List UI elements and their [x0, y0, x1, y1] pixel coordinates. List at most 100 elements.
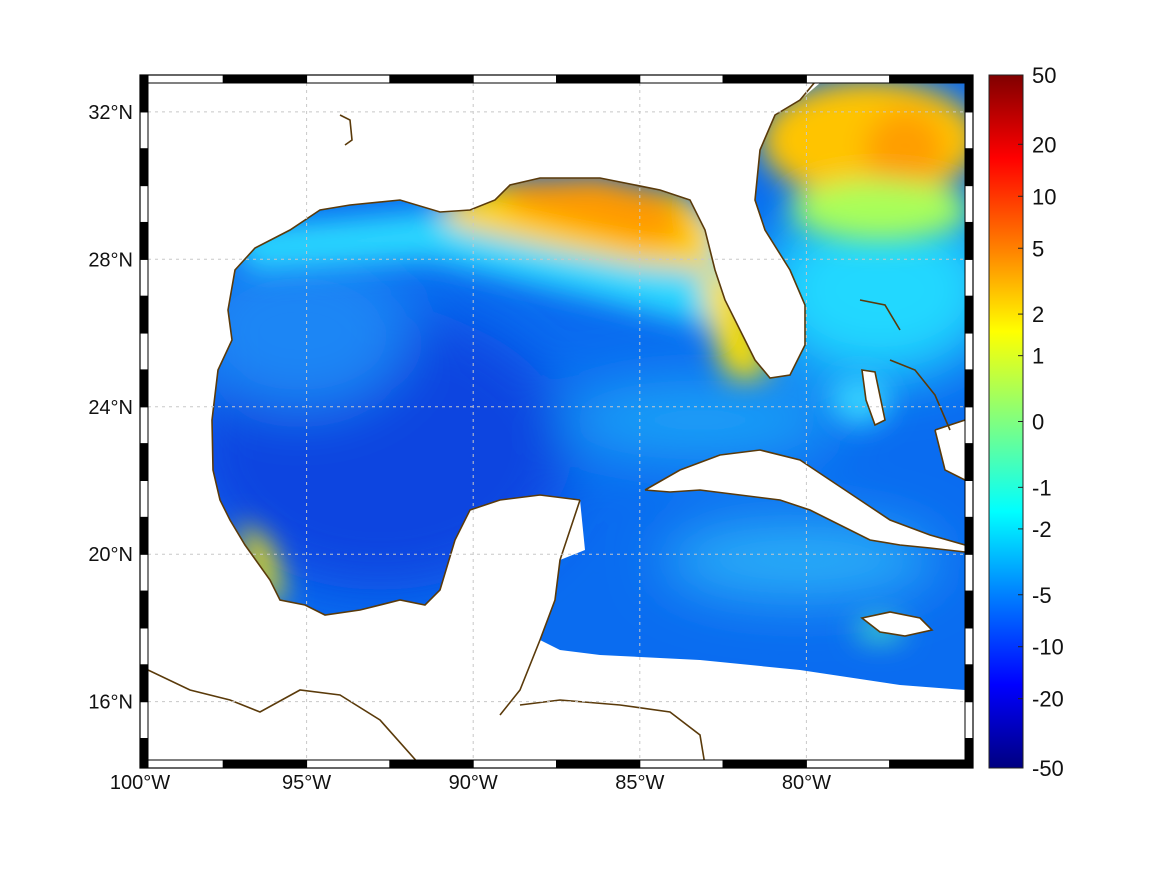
bahamas-coastline — [859, 299, 951, 431]
frame-right-seg-14 — [964, 221, 974, 260]
frame-bottom-seg-5 — [556, 759, 641, 769]
frame-right-seg-16 — [964, 148, 974, 187]
andros-coastline — [861, 369, 886, 427]
frame-top-seg-7 — [722, 74, 807, 84]
colorbar-tick-label-7: -1 — [1032, 475, 1052, 500]
frame-left-seg-12 — [139, 295, 149, 334]
frame-right-seg-15 — [964, 185, 974, 223]
lat-tick-label-1: 20°N — [88, 544, 133, 566]
colorbar-tick-label-11: -20 — [1032, 687, 1064, 712]
frame-right-seg-10 — [964, 369, 974, 408]
hispaniola-land — [935, 420, 965, 480]
lake-coastline — [339, 114, 353, 146]
land-masks — [148, 83, 965, 760]
colorbar-tick-label-12: -50 — [1032, 756, 1064, 781]
lon-tick-label-3: 85°W — [615, 772, 664, 794]
atlantic-north-core — [865, 110, 945, 190]
frame-bottom-seg-8 — [805, 759, 891, 769]
frame-right-seg-11 — [964, 332, 974, 371]
cuba-land — [645, 450, 965, 552]
lon-tick-label-1: 95°W — [282, 772, 331, 794]
frame-outline — [139, 74, 974, 769]
frame-right-seg-17 — [964, 111, 974, 150]
mexico-land — [148, 495, 965, 760]
frame-right-seg-6 — [964, 516, 974, 555]
frame-left-seg-9 — [139, 406, 149, 445]
map-frame — [139, 74, 974, 769]
frame-right-seg-7 — [964, 479, 974, 518]
frame-bottom-seg-2 — [306, 759, 391, 769]
frame-right-seg-2 — [964, 664, 974, 703]
honduras-coastline — [519, 699, 705, 760]
colorbar-tick-label-5: 1 — [1032, 344, 1044, 369]
frame-top-seg-6 — [639, 74, 724, 84]
frame-left-seg-15 — [139, 185, 149, 223]
frame-left-seg-10 — [139, 369, 149, 408]
frame-left-seg-1 — [139, 701, 149, 740]
frame-left-seg-5 — [139, 553, 149, 592]
colorbar-tick-label-4: 2 — [1032, 302, 1044, 327]
frame-left-seg-6 — [139, 516, 149, 555]
colorbar-tick-label-8: -2 — [1032, 517, 1052, 542]
frame-top-seg-5 — [556, 74, 641, 84]
frame-right-seg-9 — [964, 406, 974, 445]
frame-top-seg-3 — [389, 74, 474, 84]
frame-left-seg-17 — [139, 111, 149, 150]
colorbar-tick-label-9: -5 — [1032, 583, 1052, 608]
frame-bottom-seg-3 — [389, 759, 474, 769]
colorbar-tick-label-3: 5 — [1032, 236, 1044, 261]
yucatan-east-coastline — [499, 499, 581, 716]
cuba-coastline — [644, 449, 965, 553]
frame-left-seg-7 — [139, 479, 149, 518]
frame-left-seg-13 — [139, 258, 149, 297]
lon-tick-label-4: 80°W — [782, 772, 831, 794]
frame-right-seg-18 — [964, 74, 974, 113]
frame-right-seg-8 — [964, 443, 974, 481]
colorbar-tick-label-2: 10 — [1032, 184, 1056, 209]
lat-tick-label-0: 16°N — [88, 692, 133, 714]
frame-right-seg-12 — [964, 295, 974, 334]
atlantic-cyan — [760, 200, 965, 380]
jamaica-coastline — [860, 611, 934, 637]
lon-tick-label-0: 100°W — [110, 772, 170, 794]
frame-top-seg-1 — [222, 74, 308, 84]
lat-tick-label-4: 32°N — [88, 102, 133, 124]
frame-top-seg-8 — [805, 74, 891, 84]
northern-gulf-orange — [500, 176, 690, 245]
lon-tick-labels: 100°W 95°W 90°W 85°W 80°W — [110, 772, 831, 794]
frame-bottom-seg-9 — [889, 759, 974, 769]
frame-left-seg-11 — [139, 332, 149, 371]
frame-left-seg-0 — [139, 738, 149, 769]
frame-right-seg-1 — [964, 701, 974, 740]
frame-top-seg-4 — [472, 74, 558, 84]
frame-bottom-seg-0 — [139, 759, 224, 769]
deep-gulf-west — [190, 250, 410, 410]
frame-left-seg-14 — [139, 221, 149, 260]
mexico-coast-strip — [240, 520, 285, 600]
hispaniola-coastline — [934, 419, 965, 481]
frame-left-seg-3 — [139, 627, 149, 666]
frame-left-seg-16 — [139, 148, 149, 187]
central-america-coastline — [148, 669, 417, 760]
frame-bottom-seg-1 — [222, 759, 308, 769]
straits-band — [560, 380, 840, 460]
frame-right-seg-0 — [964, 738, 974, 769]
frame-top-seg-9 — [889, 74, 974, 84]
us-land — [148, 83, 820, 520]
andros-land — [862, 370, 885, 425]
colorbar-tick-label-6: 0 — [1032, 410, 1044, 435]
frame-left-seg-8 — [139, 443, 149, 481]
colorbar-tick-label-0: 50 — [1032, 63, 1056, 88]
us-coastline — [211, 83, 816, 616]
frame-bottom-seg-6 — [639, 759, 724, 769]
atlantic-yellow-band — [790, 180, 965, 240]
coastlines — [148, 83, 965, 760]
ocean-field — [148, 83, 965, 760]
colorbar-ramp — [988, 74, 1024, 769]
lat-tick-label-3: 28°N — [88, 249, 133, 271]
frame-bottom-seg-4 — [472, 759, 558, 769]
lon-tick-label-2: 90°W — [449, 772, 498, 794]
